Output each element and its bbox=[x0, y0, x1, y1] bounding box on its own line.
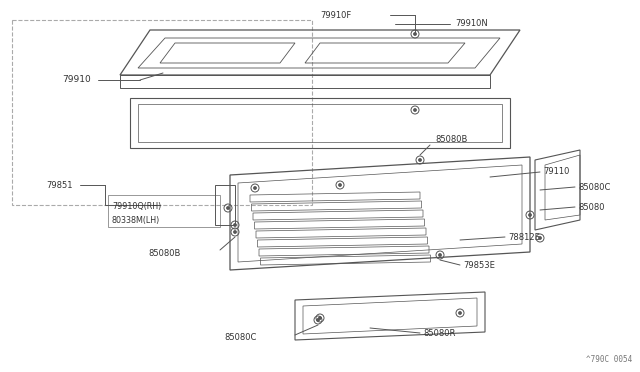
Bar bbox=[108, 195, 220, 227]
Text: 79910N: 79910N bbox=[455, 19, 488, 29]
Text: 85080: 85080 bbox=[578, 202, 605, 212]
Text: 85080C: 85080C bbox=[578, 183, 611, 192]
Text: ^790C 0054: ^790C 0054 bbox=[586, 355, 632, 364]
Text: 80338M(LH): 80338M(LH) bbox=[112, 215, 160, 224]
Text: 78812E: 78812E bbox=[508, 232, 540, 241]
Circle shape bbox=[539, 237, 541, 239]
Text: 79910Q(RH): 79910Q(RH) bbox=[112, 202, 161, 212]
Text: 79851: 79851 bbox=[46, 180, 72, 189]
Circle shape bbox=[234, 224, 236, 226]
Text: 79110: 79110 bbox=[543, 167, 570, 176]
Circle shape bbox=[227, 207, 229, 209]
Text: 85080B: 85080B bbox=[435, 135, 467, 144]
Circle shape bbox=[319, 317, 321, 319]
Bar bbox=[12, 20, 312, 205]
Text: 85080C: 85080C bbox=[224, 333, 257, 341]
Text: 79853E: 79853E bbox=[463, 260, 495, 269]
Circle shape bbox=[339, 184, 341, 186]
Text: 85080B: 85080B bbox=[148, 248, 180, 257]
Text: 85080R: 85080R bbox=[423, 328, 456, 337]
Circle shape bbox=[414, 33, 416, 35]
Circle shape bbox=[459, 312, 461, 314]
Circle shape bbox=[419, 159, 421, 161]
Text: 79910: 79910 bbox=[62, 76, 91, 84]
Circle shape bbox=[529, 214, 531, 216]
Circle shape bbox=[234, 231, 236, 233]
Circle shape bbox=[317, 319, 319, 321]
Text: 79910F: 79910F bbox=[320, 10, 351, 19]
Circle shape bbox=[254, 187, 256, 189]
Circle shape bbox=[414, 109, 416, 111]
Circle shape bbox=[439, 254, 441, 256]
